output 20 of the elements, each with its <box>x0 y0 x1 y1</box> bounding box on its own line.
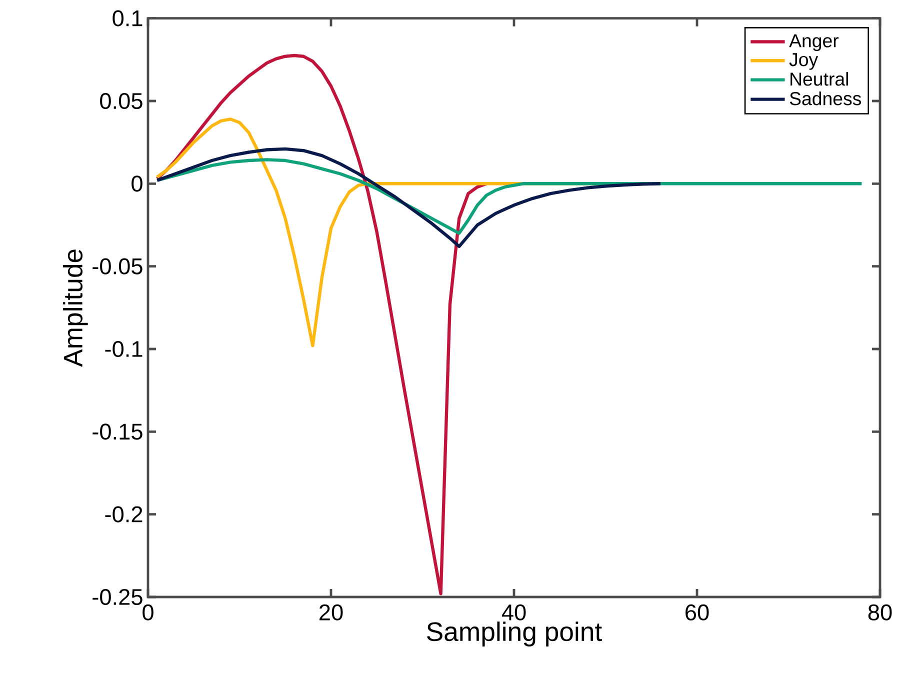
y-tick-label: -0.1 <box>105 340 142 358</box>
legend-label: Joy <box>789 53 818 70</box>
x-tick-label: 60 <box>686 604 709 620</box>
y-tick-label: -0.05 <box>92 258 142 274</box>
x-tick-label: 0 <box>142 604 154 620</box>
x-axis-title: Sampling point <box>427 622 602 646</box>
y-tick-label: 0 <box>132 176 142 192</box>
y-tick-label: 0.1 <box>112 10 142 26</box>
line-series <box>156 147 662 248</box>
y-tick-label: -0.2 <box>105 506 142 522</box>
y-axis-title: Amplitude <box>62 250 88 367</box>
y-tick-label: -0.25 <box>92 588 142 606</box>
x-tick-label: 20 <box>320 604 343 620</box>
y-tick-label: 0.05 <box>100 92 142 110</box>
legend-label: Neutral <box>790 72 848 86</box>
legend-label: Sadness <box>790 92 862 106</box>
x-tick-label: 80 <box>868 604 892 620</box>
y-tick-label: -0.15 <box>92 424 142 440</box>
legend-label: Anger <box>789 34 839 52</box>
x-tick-label: 40 <box>502 604 526 620</box>
